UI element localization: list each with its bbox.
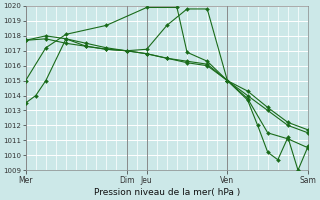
X-axis label: Pression niveau de la mer( hPa ): Pression niveau de la mer( hPa ) (94, 188, 240, 197)
